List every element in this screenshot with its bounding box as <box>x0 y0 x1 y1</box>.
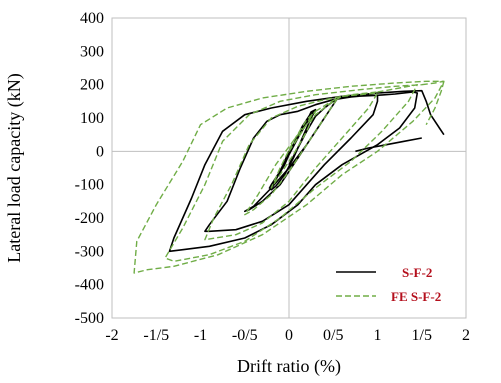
legend: S-F-2 FE S-F-2 <box>336 265 441 304</box>
series-path <box>425 81 445 126</box>
x-tick-label: -2 <box>105 327 118 344</box>
x-tick-label: 0 <box>285 327 293 344</box>
y-tick-label: -500 <box>75 310 104 327</box>
y-tick-label: 0 <box>96 143 104 160</box>
x-tick-label: 0/5 <box>323 327 343 344</box>
legend-label-s-f-2: S-F-2 <box>402 265 432 280</box>
series-layer <box>133 80 445 274</box>
x-tick-label: -0/5 <box>232 327 258 344</box>
x-tick-label: 2 <box>462 327 470 344</box>
series-path <box>244 95 343 216</box>
series-s-f-2 <box>168 89 445 253</box>
y-tick-label: 300 <box>80 43 104 60</box>
series-path <box>270 110 317 189</box>
series-path <box>168 89 445 253</box>
y-tick-label: 200 <box>80 77 104 94</box>
y-tick-label: -400 <box>75 277 104 294</box>
y-axis-title: Lateral load capacity (kN) <box>4 73 25 262</box>
y-tick-label: 100 <box>80 110 104 127</box>
series-path <box>204 91 379 241</box>
x-tick-label: 1/5 <box>412 327 432 344</box>
x-axis-title: Drift ratio (%) <box>237 356 341 377</box>
x-tick-label: -1/5 <box>143 327 169 344</box>
series-fe-s-f-2 <box>133 80 445 274</box>
series-path <box>355 137 422 153</box>
y-tick-label: 400 <box>80 10 104 27</box>
y-tick-label: -100 <box>75 177 104 194</box>
y-tick-label: -300 <box>75 243 104 260</box>
series-path <box>268 108 317 191</box>
y-tick-label: -200 <box>75 210 104 227</box>
series-path <box>133 80 445 274</box>
x-tick-label: -1 <box>194 327 207 344</box>
legend-label-fe-s-f-2: FE S-F-2 <box>391 289 441 304</box>
series-path <box>204 94 379 233</box>
x-tick-label: 1 <box>374 327 382 344</box>
series-path <box>164 84 422 262</box>
ticks-layer: -2 -1/5 -1 -0/5 0 0/5 1 1/5 2 400 300 200 100 0 -100 -2… <box>75 10 470 344</box>
